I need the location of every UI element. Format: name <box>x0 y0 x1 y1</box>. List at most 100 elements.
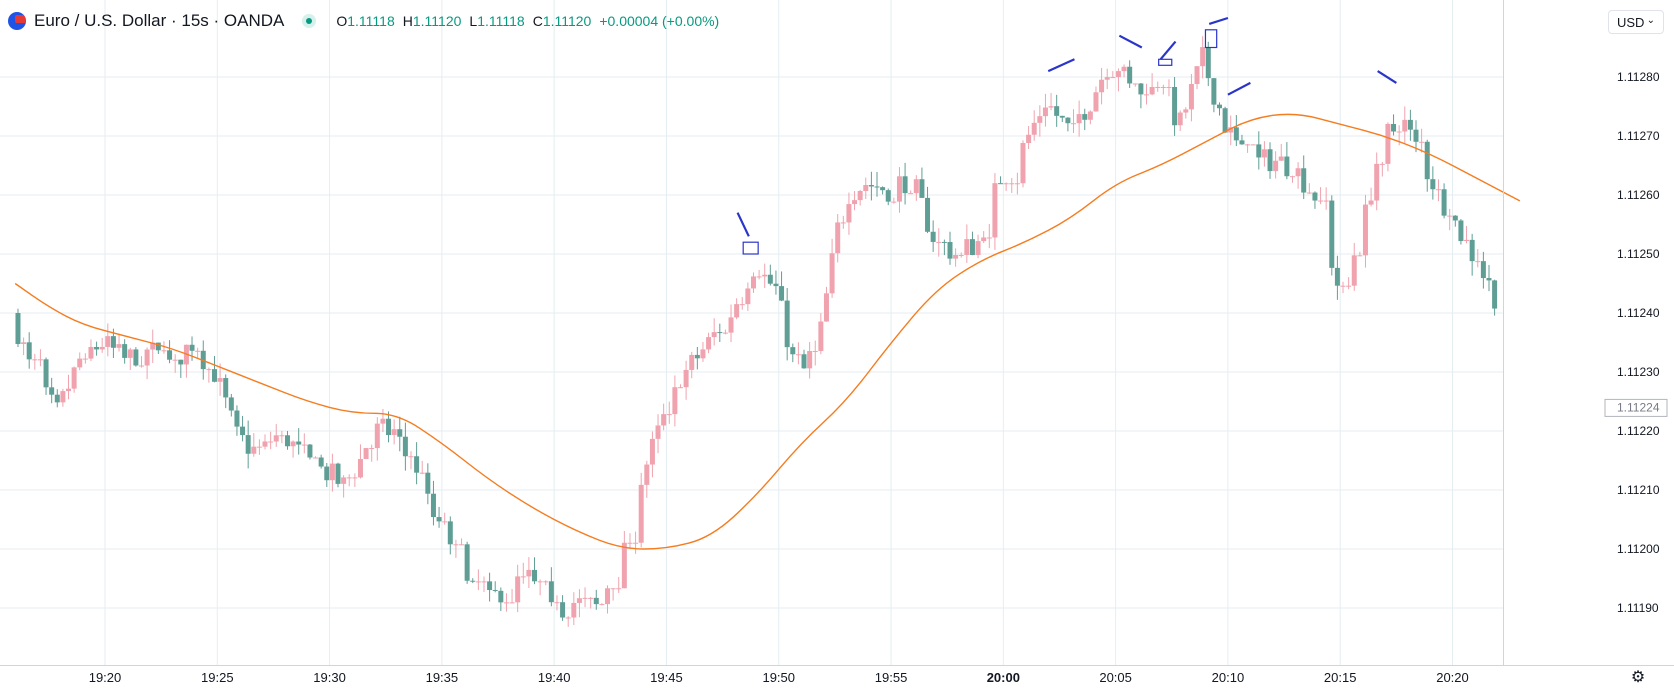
candle-body <box>1009 183 1015 185</box>
candle <box>846 192 852 235</box>
candle <box>32 353 38 370</box>
candle-body <box>812 351 818 353</box>
candle-body <box>442 521 448 523</box>
candle-body <box>1239 140 1245 145</box>
candle-body <box>352 477 358 479</box>
candle <box>71 366 77 393</box>
candle-body <box>801 354 807 369</box>
candle <box>284 430 290 450</box>
candle-body <box>414 456 420 473</box>
candle <box>1458 219 1464 245</box>
candle <box>481 576 487 592</box>
candle-body <box>60 391 66 403</box>
candle-body <box>1138 83 1144 95</box>
candle-body <box>1357 255 1363 257</box>
candle-body <box>26 342 32 360</box>
candle <box>739 297 745 310</box>
candle <box>1475 249 1481 268</box>
candle <box>273 424 279 447</box>
trend-line-drawing[interactable] <box>1118 34 1143 49</box>
candle-body <box>273 435 279 442</box>
price-axis[interactable]: 1.11280 1.11270 1.11260 1.11250 1.11240 1.112… <box>1604 70 1668 615</box>
candle-body <box>402 436 408 457</box>
candle-body <box>335 463 341 484</box>
candle-body <box>880 187 886 191</box>
candle <box>60 388 66 407</box>
candle <box>419 460 425 475</box>
trend-line-drawing[interactable] <box>736 212 750 237</box>
currency-selector[interactable]: USD ⌄ <box>1608 10 1664 34</box>
candle <box>1233 115 1239 147</box>
candle-body <box>633 542 639 544</box>
candle <box>453 539 459 558</box>
candle <box>627 533 633 550</box>
candle-body <box>1351 255 1357 286</box>
symbol-title[interactable]: Euro / U.S. Dollar · 15s · OANDA <box>34 11 285 30</box>
candle <box>296 428 302 455</box>
candle-body <box>896 176 902 202</box>
trend-line-drawing[interactable] <box>1208 16 1229 25</box>
candle-body <box>756 276 762 278</box>
time-axis[interactable]: 19:20 19:25 19:30 19:35 19:40 19:45 19:50 19:55… <box>89 670 1469 685</box>
candle-body <box>1104 77 1110 80</box>
candle <box>1323 187 1329 210</box>
rectangle-drawing[interactable] <box>742 241 759 255</box>
time-tick-label: 20:10 <box>1212 670 1245 685</box>
candle-body <box>891 201 897 203</box>
price-tick-label: 1.11280 <box>1617 70 1660 84</box>
candle-body <box>1284 156 1290 177</box>
candle-body <box>1334 267 1340 286</box>
rectangle-drawing[interactable] <box>1204 29 1218 49</box>
candle-body <box>795 354 801 356</box>
gear-icon[interactable]: ⚙ <box>1630 669 1646 686</box>
candle-body <box>739 304 745 306</box>
trend-line-drawing[interactable] <box>1159 40 1177 61</box>
candle-body <box>37 359 43 361</box>
candle <box>1407 109 1413 141</box>
candle <box>1441 183 1447 219</box>
candle <box>21 337 27 356</box>
candle <box>66 374 72 400</box>
candle <box>638 472 644 548</box>
trend-line-drawing[interactable] <box>1377 70 1397 84</box>
trend-line-drawing[interactable] <box>1227 81 1251 96</box>
candle <box>1340 281 1346 294</box>
trend-line-drawing[interactable] <box>1047 58 1075 73</box>
candle <box>543 580 549 586</box>
candle-body <box>605 588 611 605</box>
candle-body <box>77 358 83 368</box>
candle <box>515 564 521 613</box>
candle-body <box>509 602 515 604</box>
candle <box>1447 208 1453 231</box>
candle-body <box>1278 156 1284 161</box>
candle <box>1059 115 1065 123</box>
candle-body <box>1391 123 1397 132</box>
candle <box>576 589 582 618</box>
candle <box>1464 225 1470 244</box>
candle <box>1312 191 1318 209</box>
rectangle-drawing[interactable] <box>1158 58 1173 66</box>
candle-body <box>436 517 442 522</box>
candle-body <box>649 438 655 465</box>
candle <box>503 593 509 612</box>
candle <box>172 354 178 373</box>
candle <box>885 188 891 206</box>
candle <box>953 248 959 267</box>
candle <box>1020 140 1026 188</box>
candle-body <box>195 350 201 352</box>
candle-body <box>380 418 386 424</box>
candle <box>919 167 925 199</box>
candle-body <box>268 441 274 443</box>
candle-body <box>706 337 712 350</box>
candle-body <box>189 344 195 351</box>
candle <box>1402 106 1408 145</box>
high-key: H <box>402 13 413 29</box>
candle-body <box>1042 107 1048 117</box>
candle <box>762 263 768 289</box>
candle <box>1239 134 1245 145</box>
candle <box>122 339 128 364</box>
candle <box>329 453 335 492</box>
low-key: L <box>469 13 478 29</box>
candle-body <box>1396 131 1402 133</box>
